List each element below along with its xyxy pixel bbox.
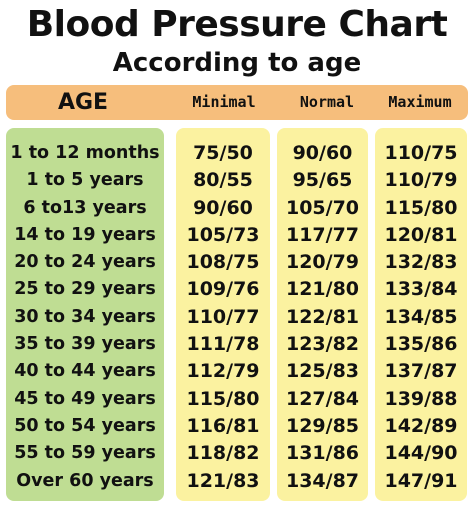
age-column-background: [6, 128, 164, 501]
table-row: 30 to 34 years 110/77 122/81 134/85: [0, 304, 474, 331]
cell-minimal: 115/80: [186, 387, 260, 410]
cell-maximum: 134/85: [384, 305, 458, 328]
cell-minimal: 90/60: [193, 196, 253, 219]
header-minimal: Minimal: [192, 93, 256, 111]
cell-minimal: 112/79: [186, 360, 260, 383]
header-maximum: Maximum: [388, 93, 452, 111]
table-row: 55 to 59 years 118/82 131/86 144/90: [0, 440, 474, 467]
table-row: Over 60 years 121/83 134/87 147/91: [0, 468, 474, 495]
cell-maximum: 147/91: [384, 469, 458, 492]
cell-normal: 134/87: [285, 469, 360, 492]
cell-maximum: 133/84: [384, 278, 458, 301]
table-row: 50 to 54 years 116/81 129/85 142/89: [0, 413, 474, 440]
table-row: 14 to 19 years 105/73 117/77 120/81: [0, 222, 474, 249]
cell-minimal: 109/76: [186, 278, 260, 301]
cell-normal: 127/84: [285, 387, 360, 410]
cell-minimal: 108/75: [186, 251, 260, 274]
cell-minimal: 118/82: [186, 442, 260, 465]
cell-minimal: 121/83: [186, 469, 260, 492]
cell-minimal: 110/77: [186, 305, 260, 328]
table-row: 1 to 5 years 80/55 95/65 110/79: [0, 167, 474, 194]
cell-age: 20 to 24 years: [14, 252, 156, 273]
table-row: 45 to 49 years 115/80 127/84 139/88: [0, 386, 474, 413]
cell-normal: 117/77: [285, 223, 360, 246]
cell-age: 55 to 59 years: [14, 443, 156, 464]
cell-age: Over 60 years: [16, 470, 154, 491]
cell-age: 25 to 29 years: [14, 279, 156, 300]
table-row: 40 to 44 years 112/79 125/83 137/87: [0, 358, 474, 385]
cell-maximum: 110/79: [384, 169, 458, 192]
cell-normal: 125/83: [285, 360, 360, 383]
cell-normal: 90/60: [292, 142, 353, 164]
cell-age: 45 to 49 years: [14, 388, 156, 409]
cell-age: 30 to 34 years: [14, 306, 156, 327]
maximum-column-background: [375, 128, 467, 501]
cell-age: 6 to13 years: [23, 197, 147, 218]
cell-minimal: 75/50: [193, 142, 253, 164]
cell-minimal: 105/73: [186, 223, 260, 246]
normal-column-background: [277, 128, 368, 501]
cell-minimal: 116/81: [186, 414, 260, 437]
table-row: 35 to 39 years 111/78 123/82 135/86: [0, 331, 474, 358]
cell-maximum: 115/80: [384, 196, 458, 219]
cell-maximum: 137/87: [384, 360, 458, 383]
table-row: 25 to 29 years 109/76 121/80 133/84: [0, 276, 474, 303]
cell-normal: 123/82: [285, 333, 360, 356]
cell-maximum: 135/86: [384, 333, 458, 356]
page-title: Blood Pressure Chart: [26, 4, 448, 45]
cell-maximum: 132/83: [384, 251, 458, 274]
minimal-column-background: [176, 128, 270, 501]
cell-age: 1 to 5 years: [26, 170, 144, 191]
table-header: AGE Minimal Normal Maximum: [6, 85, 468, 120]
cell-age: 50 to 54 years: [14, 415, 156, 436]
cell-maximum: 142/89: [384, 414, 458, 437]
header-normal: Normal: [299, 93, 355, 111]
cell-age: 1 to 12 months: [10, 143, 160, 163]
cell-normal: 120/79: [285, 251, 360, 274]
cell-normal: 95/65: [292, 169, 353, 192]
page-subtitle: According to age: [112, 48, 362, 78]
cell-maximum: 144/90: [384, 442, 458, 465]
cell-normal: 129/85: [285, 414, 360, 437]
header-age: AGE: [57, 90, 109, 115]
cell-normal: 121/80: [285, 278, 360, 301]
cell-minimal: 80/55: [193, 169, 253, 192]
cell-age: 40 to 44 years: [14, 361, 156, 382]
cell-normal: 105/70: [285, 196, 360, 219]
cell-age: 35 to 39 years: [14, 334, 156, 355]
cell-maximum: 139/88: [384, 387, 458, 410]
cell-normal: 131/86: [285, 442, 360, 465]
cell-normal: 122/81: [285, 305, 360, 328]
table-row: 6 to13 years 90/60 105/70 115/80: [0, 195, 474, 222]
table-body: 1 to 12 months 75/50 90/60 110/75 1 to 5…: [0, 140, 474, 495]
cell-maximum: 110/75: [384, 142, 458, 164]
cell-maximum: 120/81: [384, 223, 458, 246]
table-row: 1 to 12 months 75/50 90/60 110/75: [0, 140, 474, 167]
cell-age: 14 to 19 years: [14, 224, 156, 245]
table-row: 20 to 24 years 108/75 120/79 132/83: [0, 249, 474, 276]
cell-minimal: 111/78: [186, 333, 260, 356]
